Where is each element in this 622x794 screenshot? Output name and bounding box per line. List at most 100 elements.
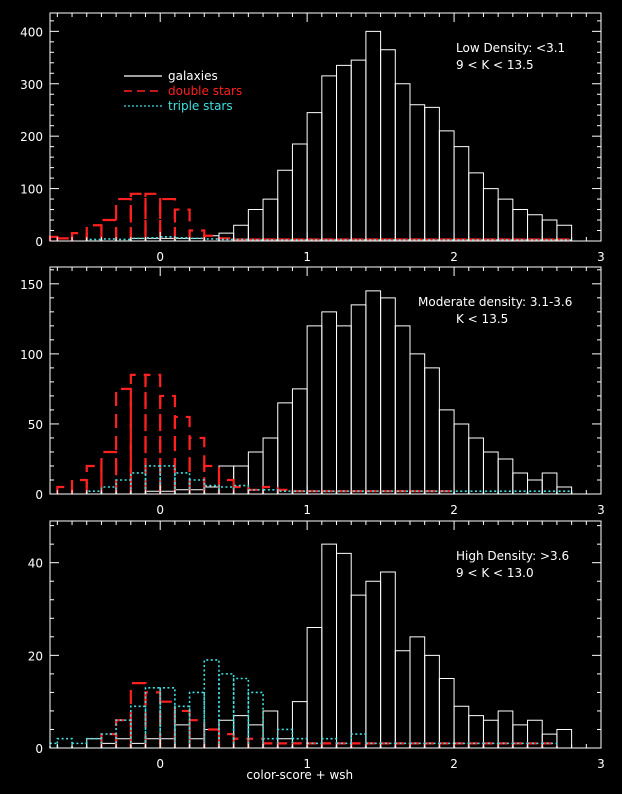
histogram-bar — [188, 436, 206, 494]
histogram-bar — [453, 146, 470, 241]
histogram-bar — [232, 485, 250, 494]
x-tick-label: 3 — [597, 250, 605, 264]
histogram-bar — [173, 415, 191, 494]
histogram-bar — [56, 737, 73, 748]
y-tick-label: 100 — [20, 183, 43, 197]
histogram-bar — [217, 733, 235, 748]
histogram-bar — [291, 701, 308, 748]
histogram-bar — [48, 235, 59, 241]
x-tick-label: 0 — [156, 503, 164, 517]
legend-label: triple stars — [168, 99, 233, 113]
annotation-text: 9 < K < 13.0 — [456, 566, 534, 580]
x-tick-label: 1 — [303, 757, 311, 771]
annotation-text: High Density: >3.6 — [456, 549, 569, 563]
histogram-bar — [541, 219, 558, 241]
histogram-bar — [203, 728, 221, 748]
histogram-bar — [350, 594, 367, 748]
histogram-bar — [115, 479, 132, 494]
legend-label: galaxies — [168, 69, 218, 83]
histogram-bar — [482, 451, 499, 494]
histogram-bar — [203, 484, 220, 494]
histogram-bar — [159, 738, 176, 748]
histogram-bar — [526, 742, 544, 748]
histogram-bar — [409, 636, 426, 748]
histogram-bar — [100, 450, 118, 494]
plot-frame — [49, 266, 602, 495]
histogram-bar — [174, 724, 191, 748]
histogram-bar — [497, 198, 514, 241]
histogram-bar — [541, 742, 559, 748]
histogram-bar — [336, 64, 352, 241]
histogram-bar — [189, 489, 205, 494]
histogram-bar — [159, 394, 176, 494]
plot-frame — [49, 12, 602, 242]
histogram-bar — [233, 715, 249, 748]
histogram-bar — [497, 458, 514, 494]
histogram-bar — [159, 686, 176, 748]
y-tick-label: 200 — [20, 130, 43, 144]
histogram-bar — [247, 451, 264, 494]
panel-2: 0 1 2 3 0 50 100 150 Moderate density: 3.1-3.6 K … — [20, 266, 605, 517]
histogram-bar — [70, 478, 88, 494]
histogram-bar — [423, 742, 441, 748]
histogram-bar — [291, 143, 308, 241]
histogram-bar — [232, 737, 250, 748]
histogram-bar — [129, 373, 147, 494]
histogram-bar — [394, 742, 412, 748]
histogram-bar — [380, 297, 396, 494]
histogram-bar — [394, 325, 411, 494]
histogram-bar — [100, 733, 118, 748]
histogram-bar — [512, 724, 529, 748]
y-tick-label: 50 — [28, 418, 43, 432]
series-galaxies — [145, 290, 573, 494]
histogram-bar — [541, 472, 558, 494]
y-tick-label: 300 — [20, 78, 43, 92]
y-tick-label: 0 — [35, 235, 43, 249]
histogram-bar — [320, 742, 338, 748]
histogram-bar — [365, 290, 382, 494]
series-double-stars — [48, 192, 573, 241]
histogram-bar — [173, 208, 191, 241]
x-tick-label: 2 — [450, 503, 458, 517]
histogram-bar — [541, 733, 558, 748]
x-tick-label: 3 — [597, 757, 605, 771]
histogram-bar — [408, 742, 426, 748]
histogram-bar — [262, 198, 279, 241]
histogram-bar — [527, 214, 543, 241]
histogram-bar — [85, 224, 103, 241]
histogram-bar — [115, 719, 132, 748]
histogram-bar — [365, 30, 382, 241]
panel-3: 0 1 2 3 0 20 40 High Density: >3.6 9 < K < 13.0 c… — [28, 520, 605, 782]
histogram-bar — [159, 236, 176, 241]
histogram-bar — [394, 650, 411, 748]
histogram-bar — [364, 742, 382, 748]
histogram-bar — [100, 733, 117, 748]
histogram-bar — [218, 486, 235, 494]
histogram-bar — [70, 232, 88, 241]
histogram-bar — [86, 738, 102, 748]
histogram-bar — [482, 188, 499, 241]
y-tick-label: 20 — [28, 649, 43, 663]
series-double-stars — [56, 373, 456, 494]
histogram-bar — [100, 218, 118, 241]
histogram-bar — [115, 738, 132, 748]
histogram-bar — [49, 742, 59, 748]
histogram-bar — [261, 742, 279, 748]
histogram-bar — [145, 738, 161, 748]
histogram-bar — [453, 705, 470, 748]
histogram-bar — [247, 737, 265, 748]
histogram-bar — [497, 742, 514, 748]
histogram-bar — [306, 742, 323, 748]
histogram-bar — [321, 311, 338, 494]
histogram-bar — [321, 543, 338, 748]
histogram-bar — [188, 229, 206, 241]
histogram-bar — [380, 49, 396, 241]
histogram-bar — [129, 192, 147, 241]
annotation-text: K < 13.5 — [456, 312, 508, 326]
histogram-bar — [365, 580, 382, 748]
annotation-text: Low Density: <3.1 — [456, 41, 565, 55]
histogram-bar — [482, 742, 500, 748]
histogram-bar — [56, 485, 74, 494]
histogram-bar — [203, 659, 220, 748]
x-tick-label: 1 — [303, 250, 311, 264]
